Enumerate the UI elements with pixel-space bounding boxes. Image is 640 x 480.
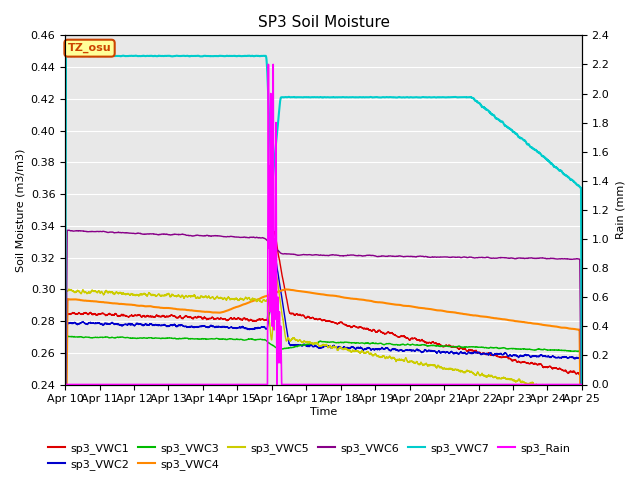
X-axis label: Time: Time <box>310 407 337 417</box>
Legend: sp3_VWC1, sp3_VWC2, sp3_VWC3, sp3_VWC4, sp3_VWC5, sp3_VWC6, sp3_VWC7, sp3_Rain: sp3_VWC1, sp3_VWC2, sp3_VWC3, sp3_VWC4, … <box>44 438 575 474</box>
Y-axis label: Rain (mm): Rain (mm) <box>615 180 625 239</box>
Title: SP3 Soil Moisture: SP3 Soil Moisture <box>257 15 390 30</box>
Y-axis label: Soil Moisture (m3/m3): Soil Moisture (m3/m3) <box>15 148 25 272</box>
Text: TZ_osu: TZ_osu <box>68 43 111 53</box>
